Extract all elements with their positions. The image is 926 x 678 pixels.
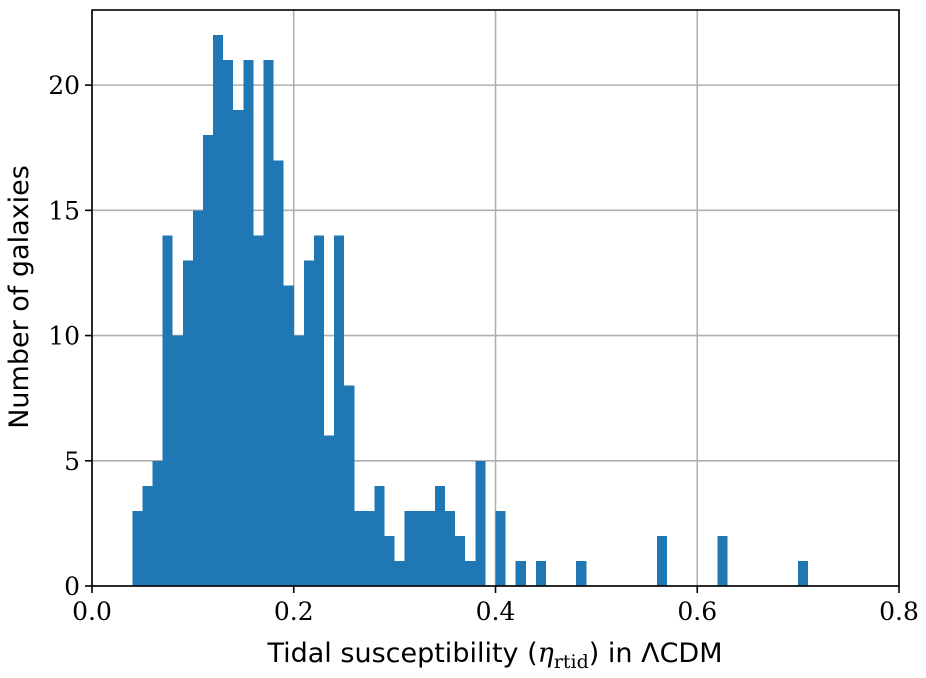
histogram-bar <box>152 460 163 586</box>
histogram-bar <box>202 135 214 586</box>
x-axis-label: Tidal susceptibility (ηrtid) in ΛCDM <box>266 638 722 673</box>
y-tick-label: 20 <box>48 71 80 100</box>
x-axis-label-symbol: η <box>538 638 554 669</box>
histogram-bar <box>374 485 385 586</box>
histogram-bars <box>132 35 809 587</box>
histogram-bar <box>364 510 375 586</box>
histogram-bar <box>283 285 294 586</box>
x-axis-label-prefix: Tidal susceptibility ( <box>266 638 537 669</box>
histogram-bar <box>717 535 728 586</box>
histogram-bar <box>293 335 304 586</box>
x-tick-labels: 0.0 0.2 0.4 0.6 0.8 <box>72 597 919 626</box>
histogram-bar <box>465 560 476 586</box>
y-tick-label: 5 <box>64 447 80 476</box>
x-tick-label: 0.0 <box>72 597 112 626</box>
histogram-bar <box>142 485 153 586</box>
histogram-bar <box>515 560 526 586</box>
histogram-bar <box>263 60 274 586</box>
histogram-bar <box>303 260 314 586</box>
y-axis-label: Number of galaxies <box>4 165 35 429</box>
histogram-bar <box>132 510 143 586</box>
histogram-bar <box>313 235 325 587</box>
histogram-bar <box>223 60 234 586</box>
histogram-bar <box>182 260 193 586</box>
y-tick-labels: 0 5 10 15 20 <box>48 71 80 601</box>
histogram-bar <box>576 560 587 586</box>
histogram-bar <box>243 60 254 586</box>
histogram-bar <box>192 210 203 586</box>
histogram-bar <box>414 510 425 586</box>
x-tick-label: 0.4 <box>476 597 516 626</box>
histogram-bar <box>162 235 173 587</box>
histogram-bar <box>434 485 446 586</box>
histogram-bar <box>324 435 335 586</box>
x-tick-label: 0.2 <box>274 597 314 626</box>
x-axis-label-suffix: ) in <box>589 638 641 669</box>
histogram-bar <box>475 460 486 586</box>
histogram-bar <box>404 510 415 586</box>
x-axis-label-model: ΛCDM <box>641 638 722 669</box>
histogram-bar <box>213 35 224 587</box>
histogram-bar <box>354 510 365 586</box>
histogram-bar <box>253 235 264 587</box>
histogram-bar <box>535 560 546 586</box>
y-tick-label: 15 <box>48 196 80 225</box>
x-tick-label: 0.8 <box>879 597 919 626</box>
y-tick-label: 10 <box>48 322 80 351</box>
histogram-bar <box>798 560 809 586</box>
histogram-bar <box>384 535 395 586</box>
histogram-bar <box>233 110 244 586</box>
histogram-bar <box>394 560 405 586</box>
histogram-bar <box>334 235 345 587</box>
axis-ticks <box>85 84 900 593</box>
histogram-bar <box>495 510 506 586</box>
histogram-bar <box>273 160 284 586</box>
histogram-bar <box>445 510 456 586</box>
y-tick-label: 0 <box>64 572 80 601</box>
histogram-bar <box>172 335 183 586</box>
histogram-bar <box>424 510 435 586</box>
histogram-bar <box>656 535 667 586</box>
histogram-bar <box>455 535 466 586</box>
x-axis-label-subscript: rtid <box>554 651 589 673</box>
x-tick-label: 0.6 <box>677 597 717 626</box>
histogram-bar <box>344 385 355 586</box>
